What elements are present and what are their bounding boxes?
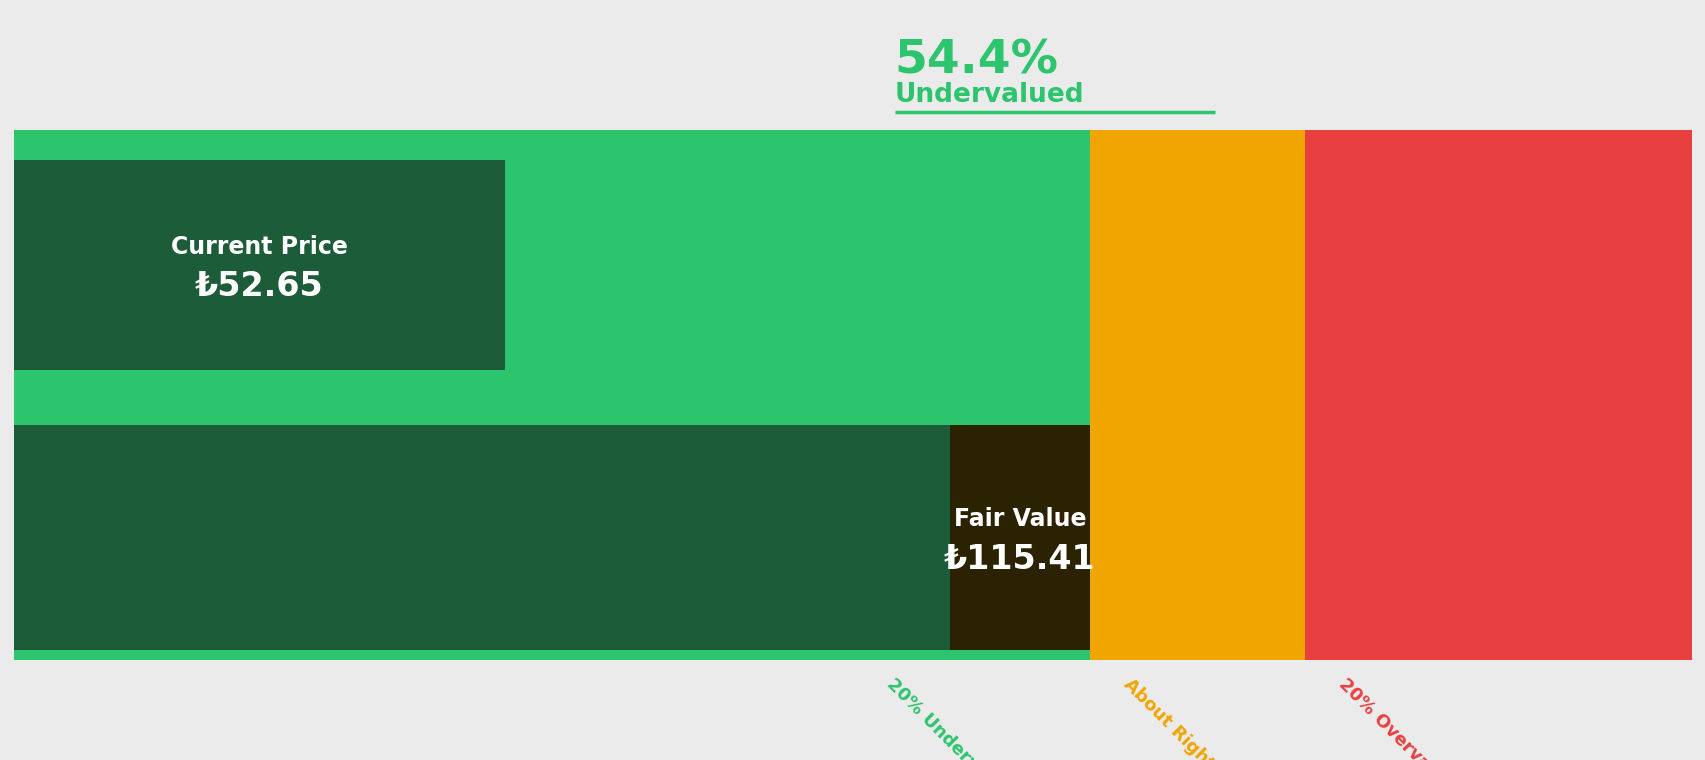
Bar — [1089, 415, 1304, 660]
Bar — [1304, 380, 1691, 415]
Text: About Right: About Right — [1118, 675, 1217, 760]
Text: Undervalued: Undervalued — [893, 82, 1084, 108]
Bar — [1089, 130, 1304, 380]
Text: Fair Value: Fair Value — [953, 508, 1086, 531]
Bar — [1304, 415, 1691, 660]
Text: 54.4%: 54.4% — [893, 38, 1059, 83]
Text: 20% Overvalued: 20% Overvalued — [1335, 675, 1463, 760]
Bar — [14, 380, 875, 415]
Bar — [14, 130, 875, 380]
Text: ₺52.65: ₺52.65 — [194, 271, 324, 303]
Bar — [950, 425, 1089, 650]
Bar — [14, 425, 1089, 650]
Text: ₺115.41: ₺115.41 — [943, 543, 1095, 576]
Bar — [1089, 380, 1304, 415]
Bar — [875, 380, 1089, 415]
Bar — [1304, 130, 1691, 380]
Bar — [14, 415, 875, 660]
Bar — [14, 160, 505, 370]
Bar — [875, 130, 1089, 380]
Bar — [875, 415, 1089, 660]
Text: 20% Undervalued: 20% Undervalued — [881, 675, 1021, 760]
Text: Current Price: Current Price — [170, 235, 348, 259]
